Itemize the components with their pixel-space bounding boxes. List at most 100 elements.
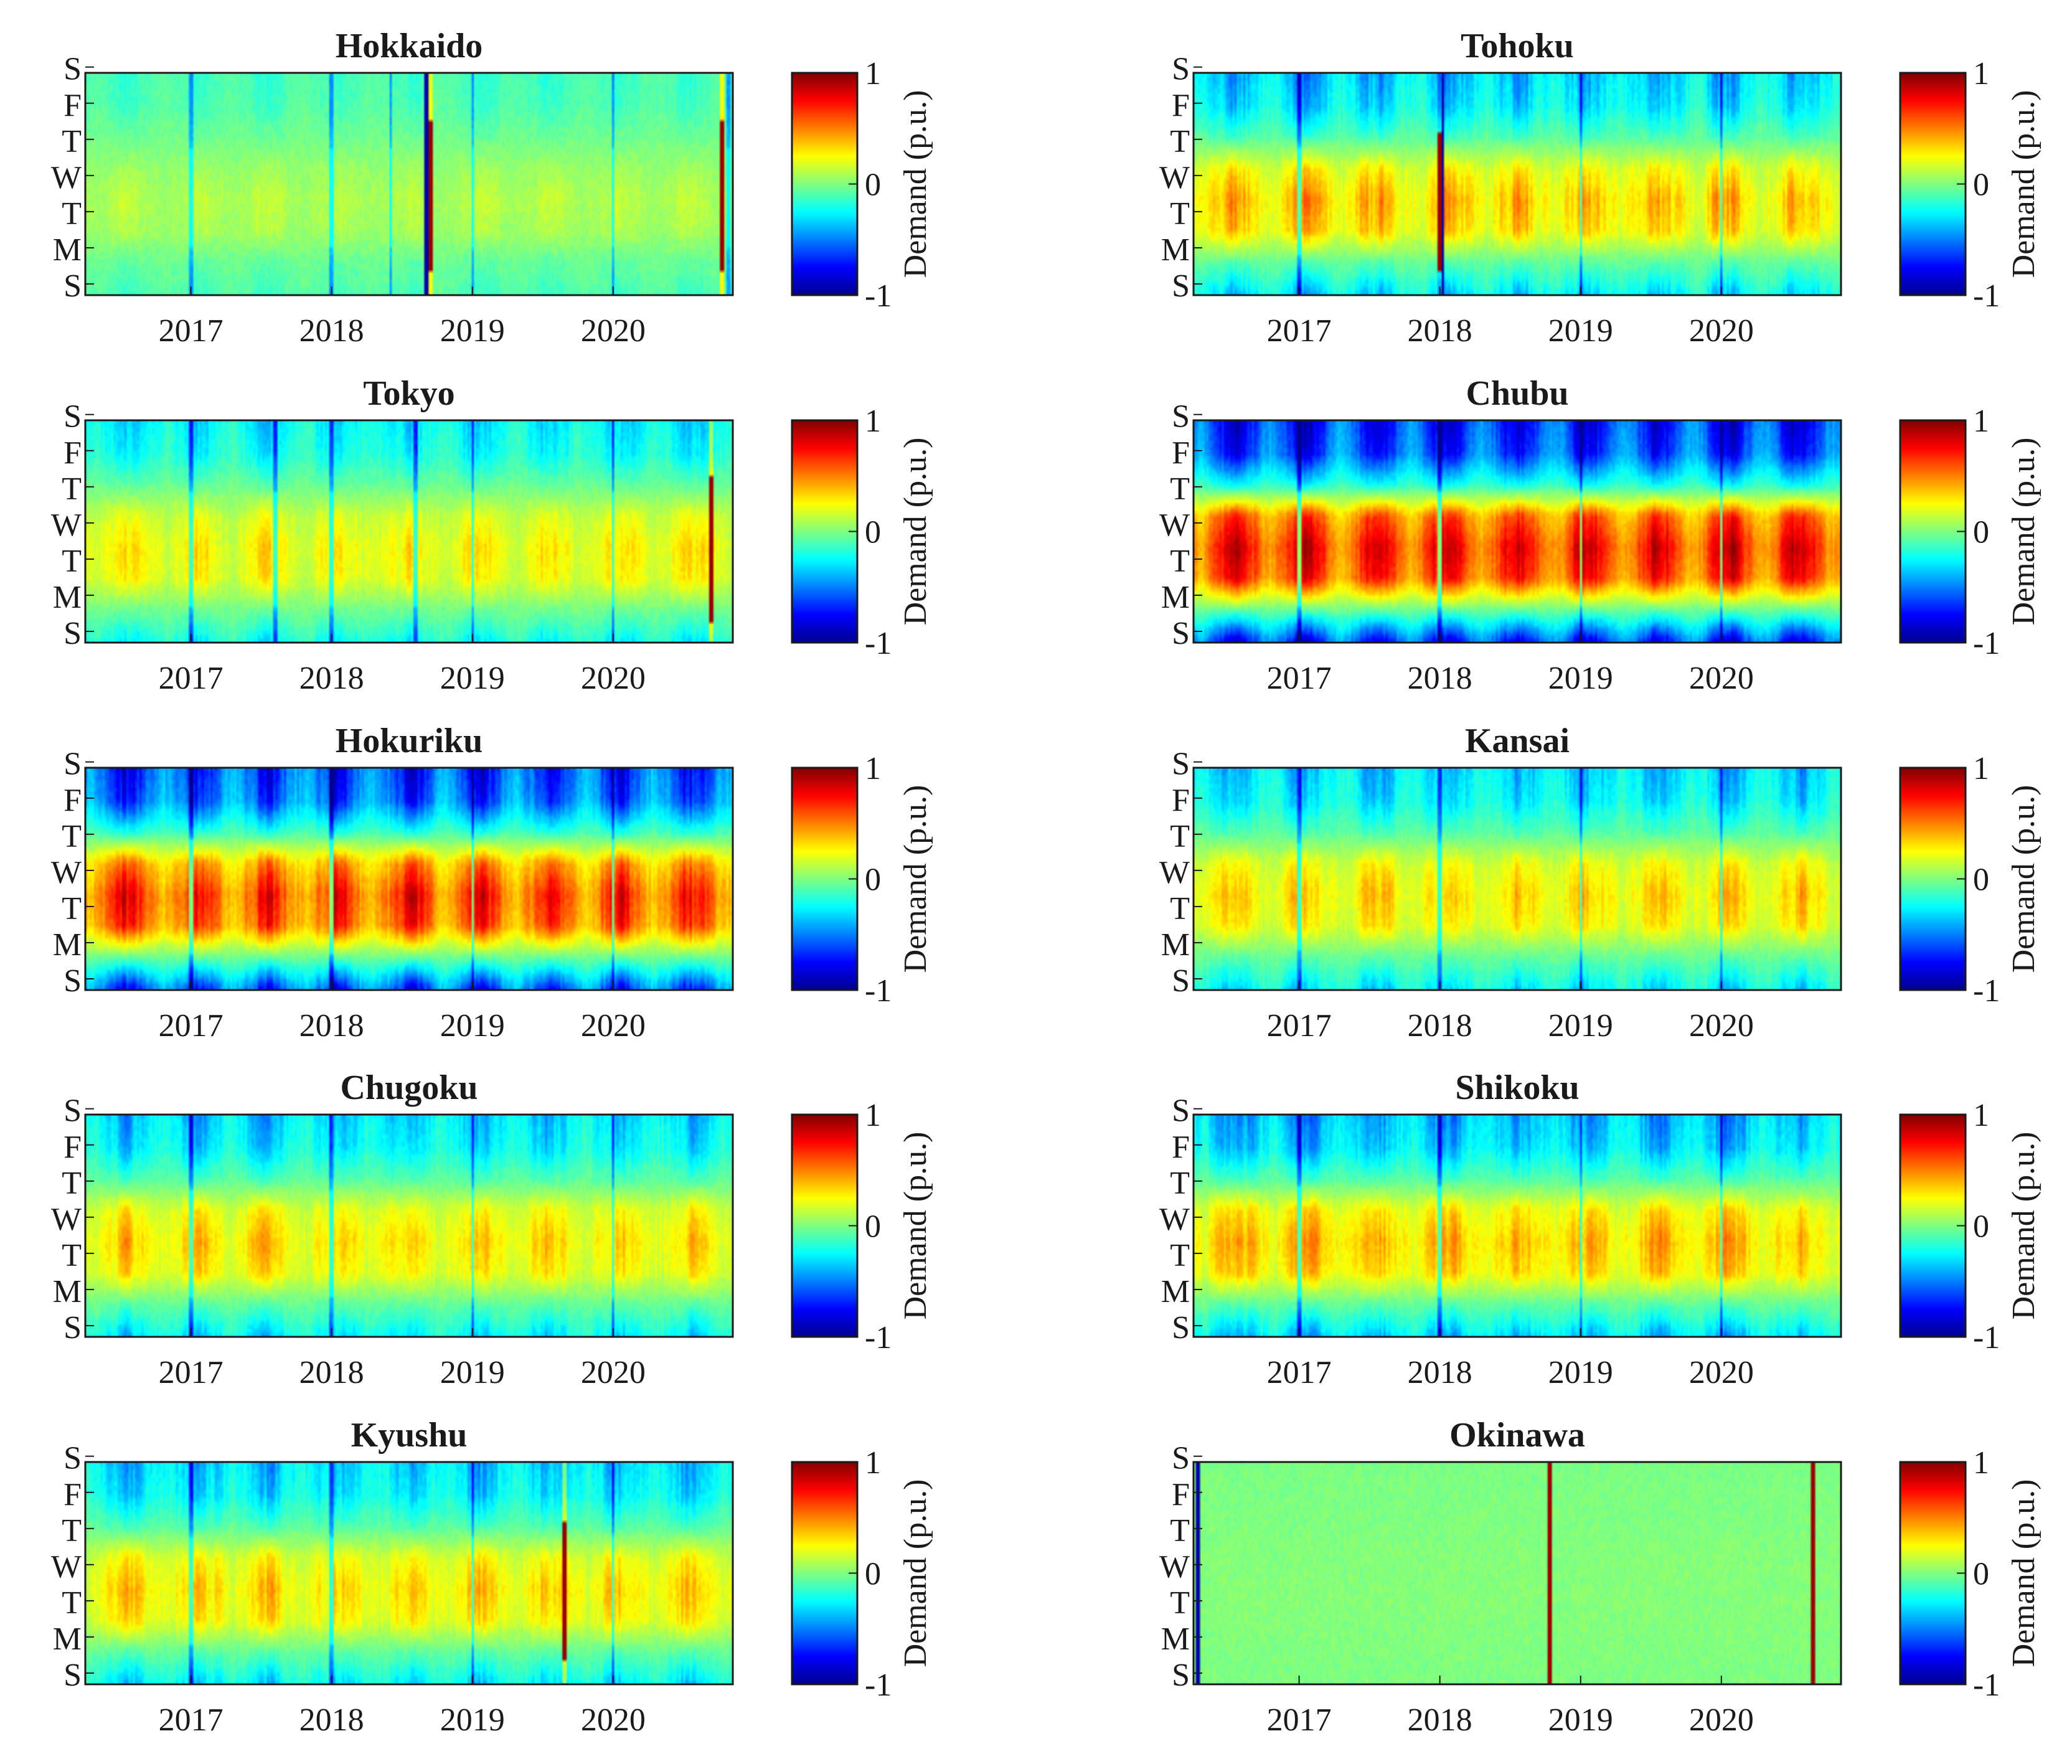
y-tick-label: F — [1172, 435, 1190, 471]
y-tick-label: W — [51, 1549, 82, 1585]
colorbar — [1899, 766, 1967, 991]
colorbar-label: Demand (p.u.) — [898, 90, 933, 278]
colorbar-tick-label: 0 — [865, 167, 881, 203]
colorbar-tick-label: 0 — [1973, 515, 1989, 550]
y-tick-label: M — [53, 232, 82, 268]
y-tick-label: S — [64, 1658, 82, 1693]
y-tick-label: F — [64, 1130, 82, 1165]
panel-title: Chugoku — [340, 1068, 478, 1107]
y-tick-label: S — [64, 747, 82, 782]
panel-title: Tokyo — [363, 374, 454, 413]
colorbar-tick-label: -1 — [1973, 1320, 2000, 1356]
plot-frame — [1192, 1113, 1842, 1338]
x-tick-label: 2019 — [1548, 1355, 1613, 1390]
y-tick-label: S — [64, 1310, 82, 1346]
y-tick-label: S — [1172, 1441, 1190, 1476]
y-tick-label: T — [62, 819, 82, 854]
colorbar-label: Demand (p.u.) — [898, 438, 933, 626]
y-tick-label: W — [1159, 507, 1190, 543]
colorbar-tick-label: -1 — [1973, 626, 2000, 661]
colorbar-label: Demand (p.u.) — [898, 785, 933, 973]
panel-title: Okinawa — [1449, 1416, 1585, 1455]
y-tick-label: F — [64, 783, 82, 818]
colorbar-label: Demand (p.u.) — [898, 1479, 933, 1667]
x-tick-label: 2018 — [1408, 313, 1472, 349]
y-tick-label: T — [62, 196, 82, 232]
colorbar-tick-label: -1 — [865, 1320, 892, 1356]
heatmap-image — [85, 1115, 733, 1337]
y-tick-label: T — [62, 1585, 82, 1621]
panel-title: Chubu — [1466, 374, 1568, 413]
colorbar — [791, 1461, 859, 1686]
colorbar-label: Demand (p.u.) — [2006, 785, 2041, 973]
colorbar-tick-label: -1 — [865, 973, 892, 1009]
colorbar-tick-label: 1 — [1973, 1445, 1989, 1481]
y-tick-label: T — [1170, 1166, 1190, 1201]
x-tick-label: 2019 — [440, 661, 505, 696]
colorbar-label: Demand (p.u.) — [898, 1132, 933, 1320]
x-tick-label: 2020 — [581, 1008, 646, 1044]
x-tick-label: 2017 — [1267, 1008, 1332, 1044]
y-tick-label: M — [1161, 232, 1190, 268]
y-tick-label: T — [1170, 1513, 1190, 1549]
x-tick-label: 2019 — [1548, 661, 1613, 696]
y-tick-label: W — [51, 507, 82, 543]
y-tick-label: S — [1172, 616, 1190, 651]
plot-frame — [84, 1461, 734, 1686]
x-tick-label: 2017 — [159, 1355, 224, 1390]
colorbar-tick-label: 0 — [865, 862, 881, 898]
x-tick-label: 2019 — [440, 1008, 505, 1044]
colorbar — [1899, 72, 1967, 296]
colorbar-tick-label: 0 — [865, 1557, 881, 1592]
x-tick-label: 2019 — [440, 313, 505, 349]
colorbar-label: Demand (p.u.) — [2006, 90, 2041, 278]
panel-title: Kansai — [1465, 722, 1570, 760]
colorbar-tick-label: -1 — [865, 626, 892, 661]
x-tick-label: 2018 — [299, 1008, 364, 1044]
colorbar-tick-label: 0 — [1973, 1209, 1989, 1245]
y-tick-label: S — [1172, 399, 1190, 435]
x-tick-label: 2017 — [159, 661, 224, 696]
y-tick-label: T — [62, 1238, 82, 1273]
x-tick-label: 2018 — [1408, 661, 1472, 696]
x-tick-label: 2020 — [1689, 313, 1754, 349]
plot-frame — [1192, 766, 1842, 991]
y-tick-label: T — [1170, 196, 1190, 232]
plot-frame — [84, 766, 734, 991]
colorbar-tick-label: -1 — [1973, 278, 2000, 314]
colorbar — [791, 766, 859, 991]
y-tick-label: F — [1172, 88, 1190, 123]
colorbar-tick-label: 1 — [1973, 1098, 1989, 1133]
y-tick-label: S — [1172, 747, 1190, 782]
y-tick-label: S — [64, 399, 82, 435]
colorbar-label: Demand (p.u.) — [2006, 438, 2041, 626]
x-tick-label: 2020 — [581, 313, 646, 349]
colorbar-tick-label: 0 — [865, 1209, 881, 1245]
colorbar-tick-label: 0 — [865, 515, 881, 550]
y-tick-label: M — [1161, 927, 1190, 963]
colorbar — [791, 1113, 859, 1338]
y-tick-label: M — [53, 580, 82, 615]
heatmap-image — [85, 1462, 733, 1684]
x-tick-label: 2018 — [1408, 1008, 1472, 1044]
y-tick-label: T — [1170, 819, 1190, 854]
x-tick-label: 2017 — [159, 1702, 224, 1738]
x-tick-label: 2018 — [1408, 1355, 1472, 1390]
x-tick-label: 2020 — [1689, 1008, 1754, 1044]
colorbar — [791, 72, 859, 296]
colorbar — [1899, 1113, 1967, 1338]
colorbar-tick-label: 1 — [1973, 751, 1989, 786]
x-tick-label: 2018 — [299, 313, 364, 349]
panel-title: Shikoku — [1455, 1068, 1579, 1107]
x-tick-label: 2019 — [440, 1355, 505, 1390]
colorbar-tick-label: 1 — [865, 56, 881, 92]
colorbar-tick-label: 1 — [865, 1098, 881, 1133]
